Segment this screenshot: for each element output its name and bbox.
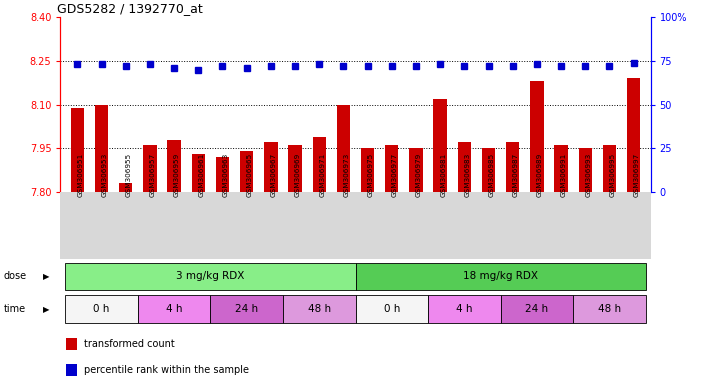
Text: GSM306961: GSM306961: [198, 153, 204, 197]
Bar: [216, 157, 229, 192]
Text: GSM306985: GSM306985: [488, 153, 495, 197]
Text: GSM306967: GSM306967: [271, 153, 277, 197]
Text: GSM306969: GSM306969: [295, 153, 301, 197]
Bar: [356, 263, 646, 290]
Bar: [264, 142, 277, 192]
Bar: [434, 99, 447, 192]
Text: GSM306987: GSM306987: [513, 153, 519, 197]
Bar: [119, 183, 132, 192]
Bar: [573, 295, 646, 323]
Text: GDS5282 / 1392770_at: GDS5282 / 1392770_at: [58, 2, 203, 15]
Text: GSM306991: GSM306991: [561, 153, 567, 197]
Bar: [337, 105, 350, 192]
Text: 18 mg/kg RDX: 18 mg/kg RDX: [463, 271, 538, 281]
Bar: [240, 151, 253, 192]
Text: 3 mg/kg RDX: 3 mg/kg RDX: [176, 271, 245, 281]
Text: GSM306995: GSM306995: [609, 153, 616, 197]
Text: GSM306993: GSM306993: [585, 153, 592, 197]
Bar: [530, 81, 543, 192]
Bar: [458, 142, 471, 192]
Text: 0 h: 0 h: [93, 304, 109, 314]
Bar: [65, 263, 356, 290]
Text: 24 h: 24 h: [235, 304, 258, 314]
Text: percentile rank within the sample: percentile rank within the sample: [84, 365, 249, 375]
Bar: [385, 146, 398, 192]
Bar: [506, 142, 519, 192]
Bar: [501, 295, 573, 323]
Text: GSM306975: GSM306975: [368, 153, 373, 197]
Text: GSM306971: GSM306971: [319, 153, 325, 197]
Bar: [313, 137, 326, 192]
Bar: [70, 108, 84, 192]
Text: GSM306957: GSM306957: [150, 153, 156, 197]
Bar: [210, 295, 283, 323]
Bar: [66, 338, 77, 351]
Text: GSM306983: GSM306983: [464, 153, 471, 197]
Text: GSM306965: GSM306965: [247, 153, 252, 197]
Bar: [144, 146, 156, 192]
Bar: [66, 364, 77, 376]
Text: GSM306963: GSM306963: [223, 153, 228, 197]
Text: GSM306951: GSM306951: [77, 153, 83, 197]
Bar: [95, 105, 108, 192]
Bar: [289, 146, 301, 192]
Text: GSM306959: GSM306959: [174, 153, 180, 197]
Bar: [138, 295, 210, 323]
Text: 48 h: 48 h: [308, 304, 331, 314]
Text: GSM306989: GSM306989: [537, 153, 543, 197]
Bar: [283, 295, 356, 323]
Text: GSM306979: GSM306979: [416, 153, 422, 197]
Bar: [192, 154, 205, 192]
Bar: [579, 148, 592, 192]
Bar: [410, 148, 422, 192]
Bar: [65, 295, 138, 323]
Bar: [555, 146, 567, 192]
Text: 4 h: 4 h: [456, 304, 473, 314]
Text: 0 h: 0 h: [384, 304, 400, 314]
Text: ▶: ▶: [43, 305, 49, 314]
Text: 24 h: 24 h: [525, 304, 548, 314]
Bar: [603, 146, 616, 192]
Bar: [482, 148, 495, 192]
Text: GSM306955: GSM306955: [126, 153, 132, 197]
Text: GSM306997: GSM306997: [634, 153, 640, 197]
Bar: [361, 148, 374, 192]
Bar: [428, 295, 501, 323]
Text: GSM306973: GSM306973: [343, 153, 349, 197]
Bar: [356, 295, 428, 323]
Text: transformed count: transformed count: [84, 339, 175, 349]
Text: GSM306981: GSM306981: [440, 153, 446, 197]
Text: GSM306953: GSM306953: [102, 153, 107, 197]
Text: ▶: ▶: [43, 272, 49, 281]
Text: time: time: [4, 304, 26, 314]
Text: 4 h: 4 h: [166, 304, 182, 314]
Text: dose: dose: [4, 271, 27, 281]
Bar: [627, 78, 641, 192]
Bar: [168, 139, 181, 192]
Text: 48 h: 48 h: [598, 304, 621, 314]
Text: GSM306977: GSM306977: [392, 153, 397, 197]
